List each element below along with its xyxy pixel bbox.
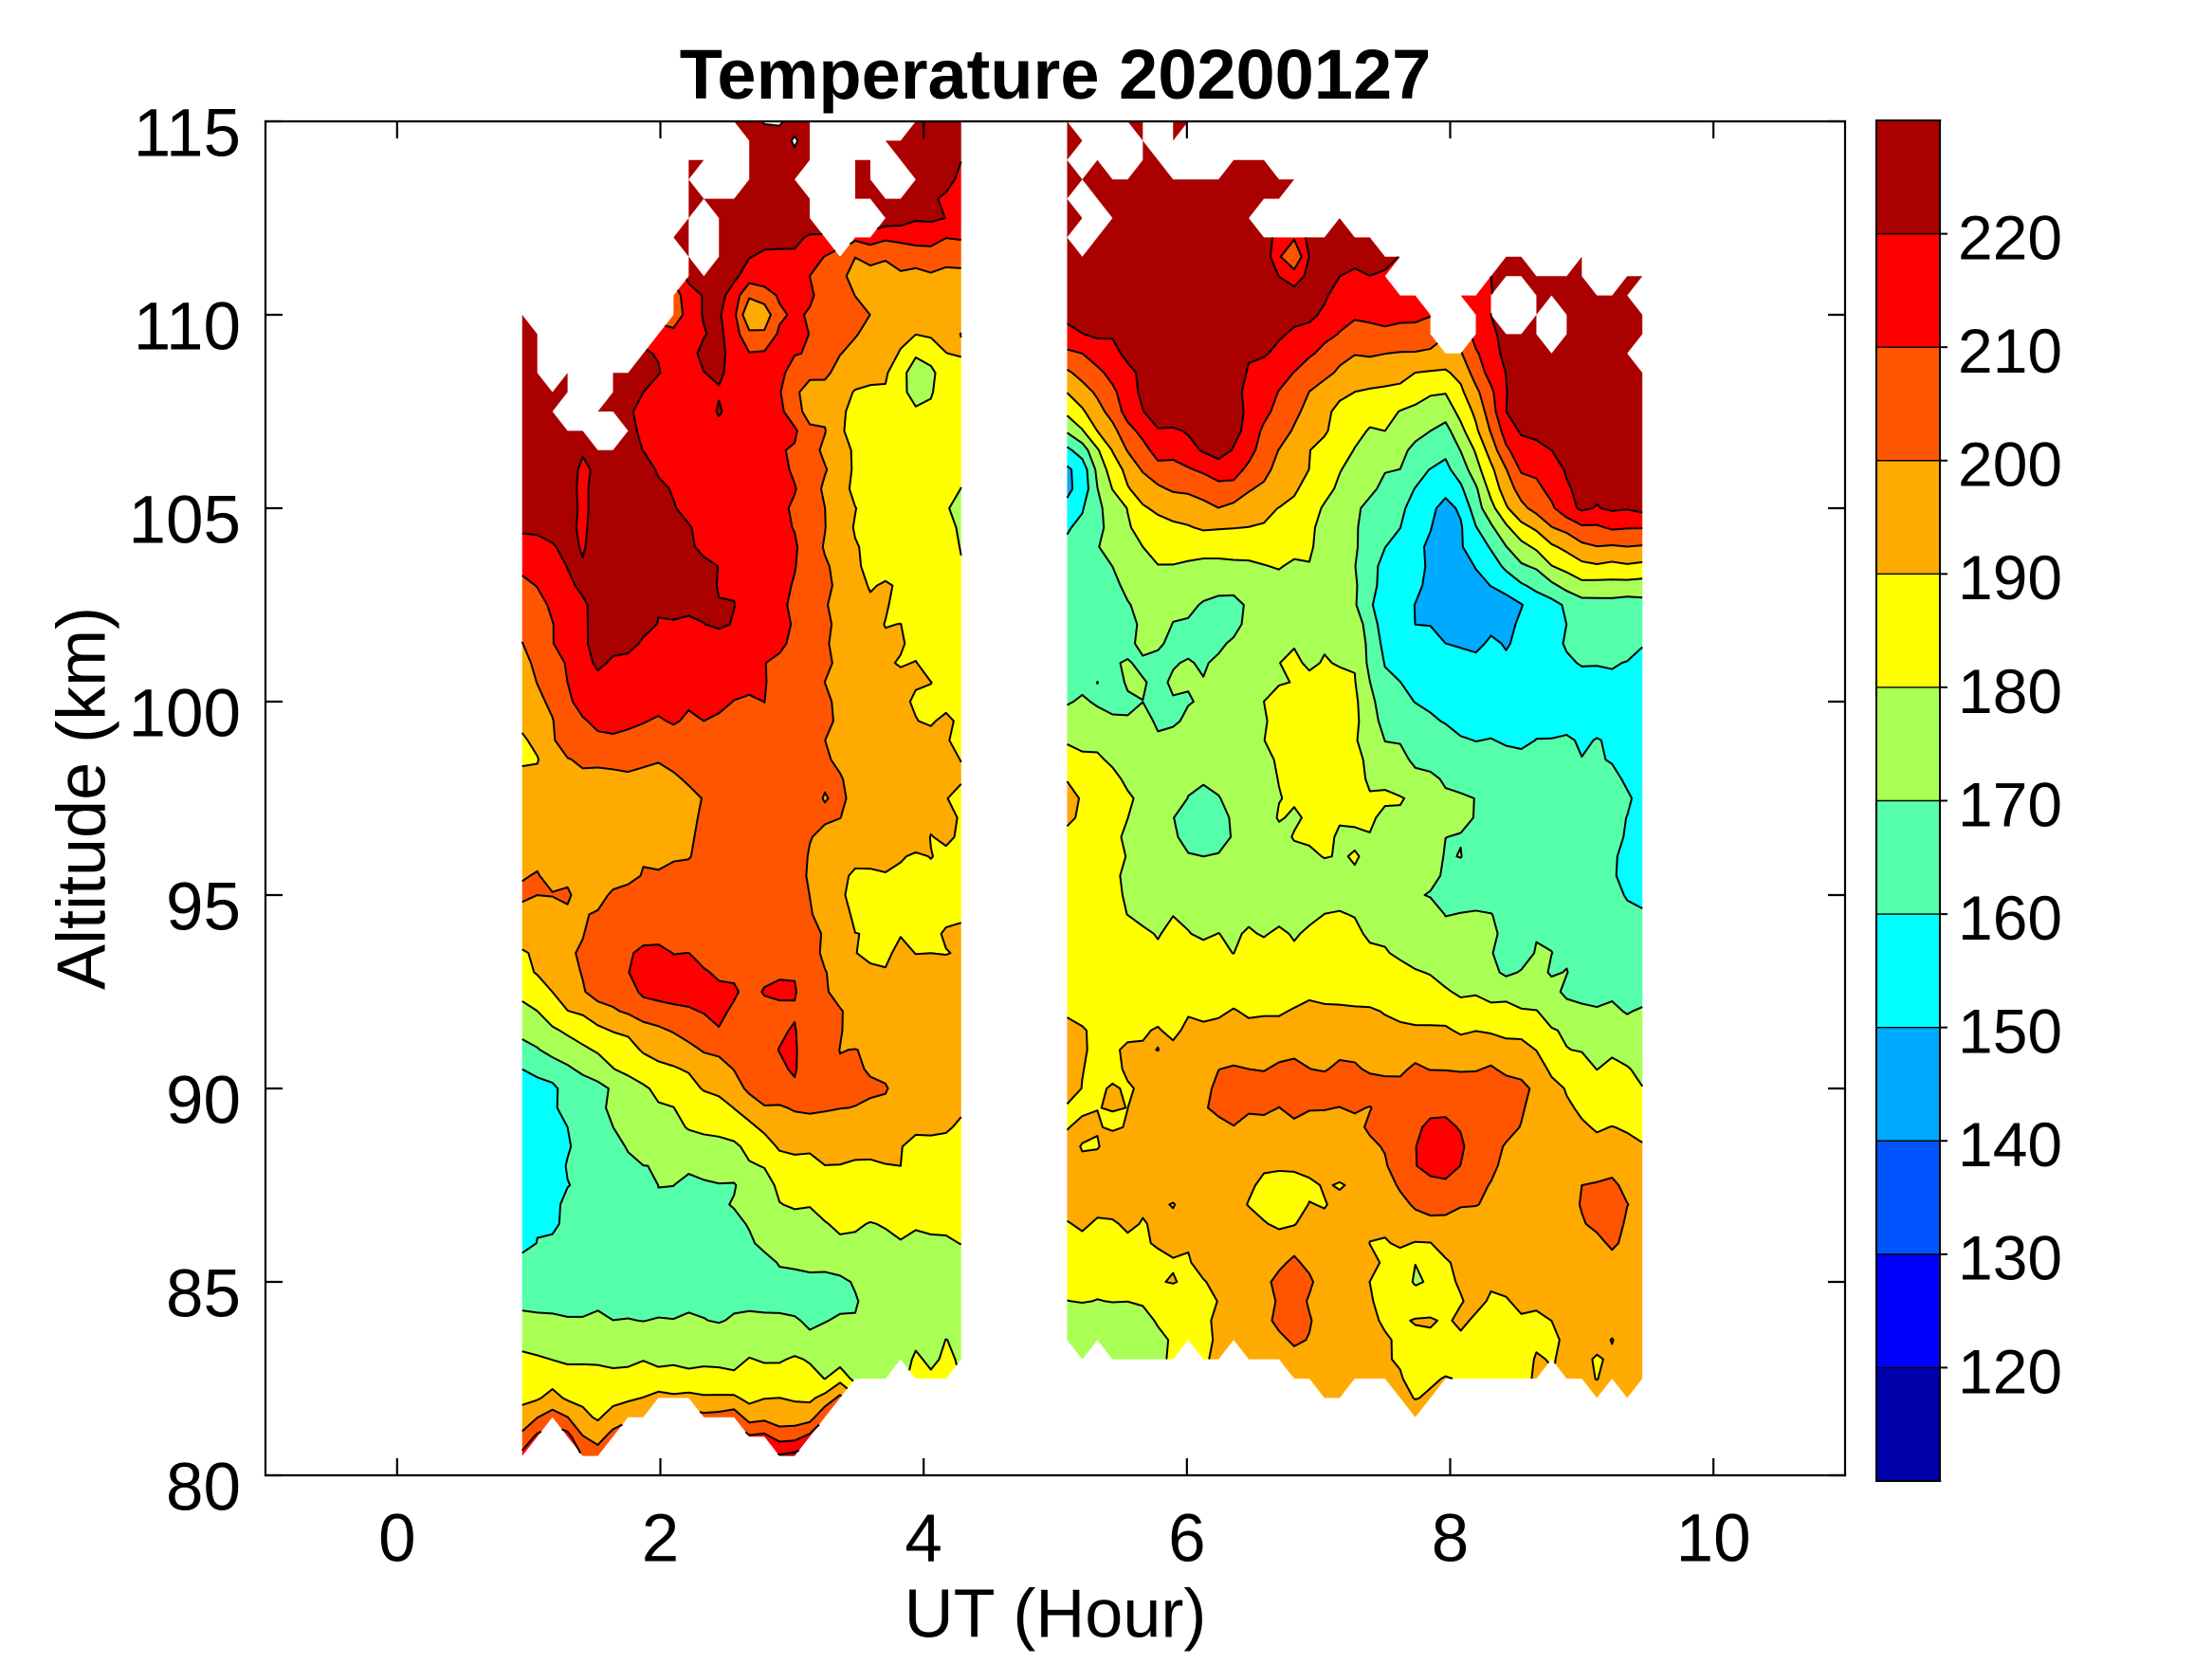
svg-text:0: 0 xyxy=(378,1501,416,1576)
svg-text:8: 8 xyxy=(1432,1501,1470,1576)
svg-text:80: 80 xyxy=(166,1451,241,1526)
svg-text:160: 160 xyxy=(1958,883,2062,953)
svg-text:180: 180 xyxy=(1958,656,2062,726)
svg-text:140: 140 xyxy=(1958,1109,2062,1179)
svg-text:110: 110 xyxy=(134,290,241,365)
svg-text:Altitude (km): Altitude (km) xyxy=(45,607,120,990)
svg-text:130: 130 xyxy=(1958,1223,2062,1293)
svg-text:Temperature 20200127: Temperature 20200127 xyxy=(680,35,1432,114)
svg-text:105: 105 xyxy=(129,484,241,558)
svg-text:115: 115 xyxy=(134,97,241,172)
svg-text:100: 100 xyxy=(129,677,241,752)
svg-text:220: 220 xyxy=(1958,202,2062,272)
svg-text:2: 2 xyxy=(642,1501,680,1576)
svg-text:200: 200 xyxy=(1958,430,2062,500)
svg-text:4: 4 xyxy=(905,1501,942,1576)
svg-text:85: 85 xyxy=(166,1257,241,1332)
svg-text:120: 120 xyxy=(1958,1336,2062,1406)
svg-text:190: 190 xyxy=(1958,542,2062,613)
svg-text:170: 170 xyxy=(1958,769,2062,839)
svg-text:10: 10 xyxy=(1676,1501,1751,1576)
svg-text:95: 95 xyxy=(166,870,241,945)
svg-text:150: 150 xyxy=(1958,997,2062,1067)
svg-text:90: 90 xyxy=(166,1064,241,1139)
svg-text:UT (Hour): UT (Hour) xyxy=(905,1576,1207,1652)
svg-text:6: 6 xyxy=(1168,1501,1206,1576)
svg-text:210: 210 xyxy=(1958,316,2062,386)
